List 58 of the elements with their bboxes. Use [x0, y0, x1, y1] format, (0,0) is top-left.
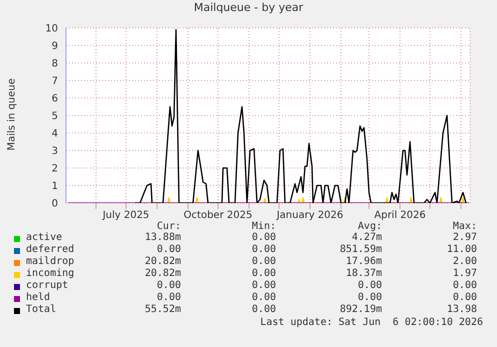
y-tick-label: 0: [52, 198, 58, 210]
line-series: [134, 29, 467, 203]
x-tick-label: October 2025: [184, 210, 252, 222]
text: 892.19m: [338, 304, 382, 315]
text: 2.00: [452, 256, 477, 267]
x-tick-label: January 2026: [276, 210, 344, 222]
y-tick-label: 5: [52, 111, 58, 122]
text: Max:: [452, 221, 477, 232]
text: Min:: [252, 221, 276, 232]
text: 0.00: [452, 292, 477, 303]
y-tick-label: 3: [52, 146, 58, 158]
legend-label: maildrop: [26, 256, 74, 267]
text: Cur:: [156, 221, 181, 232]
text: 0.00: [452, 280, 477, 291]
x-tick-label: July 2025: [102, 210, 150, 222]
text: Last update: Sat Jun 6 02:00:10 2026: [259, 317, 483, 328]
text: 0.00: [252, 268, 276, 279]
text: 2.97: [452, 232, 477, 243]
y-tick-label: 2: [52, 164, 58, 175]
text: 55.52m: [144, 304, 181, 315]
text: 0.00: [156, 244, 181, 255]
text: 13.88m: [144, 232, 181, 243]
y-tick-label: 7: [52, 76, 58, 88]
text: 0.00: [252, 304, 276, 315]
legend-label: Total: [26, 304, 56, 315]
text: 17.96m: [344, 256, 382, 267]
text: 0.00: [252, 244, 276, 255]
text: 0.00: [252, 280, 276, 291]
legend-label: incoming: [26, 268, 74, 279]
legend-label: held: [26, 292, 50, 303]
text: 20.82m: [144, 256, 181, 267]
legend-label: deferred: [26, 244, 74, 255]
y-tick-label: 8: [52, 58, 58, 70]
text: 0.00: [252, 232, 276, 243]
text: 18.37m: [344, 268, 382, 279]
x-tick-label: April 2026: [374, 210, 426, 222]
legend-label: active: [26, 232, 62, 243]
text: Avg:: [356, 221, 382, 232]
chart-title: Mailqueue - by year: [192, 1, 304, 14]
y-tick-label: 6: [52, 94, 58, 105]
y-axis-title: Mails in queue: [6, 77, 18, 153]
text: 20.82m: [144, 268, 181, 279]
y-tick-label: 1: [52, 181, 58, 192]
y-tick-label: 4: [52, 128, 58, 140]
text: 1.97: [452, 268, 477, 279]
text: 0.00: [252, 256, 276, 267]
text: 0.00: [356, 292, 382, 303]
text: 4.27m: [350, 232, 382, 243]
text: 851.59m: [338, 244, 382, 255]
text: 11.00: [446, 244, 477, 255]
text: 13.98: [446, 304, 477, 315]
text: 0.00: [156, 280, 181, 291]
y-tick-label: 10: [45, 24, 58, 35]
legend-label: corrupt: [26, 280, 68, 291]
text: 0.00: [252, 292, 276, 303]
text: 0.00: [356, 280, 382, 291]
text: 0.00: [156, 292, 181, 303]
y-tick-label: 9: [52, 41, 58, 52]
